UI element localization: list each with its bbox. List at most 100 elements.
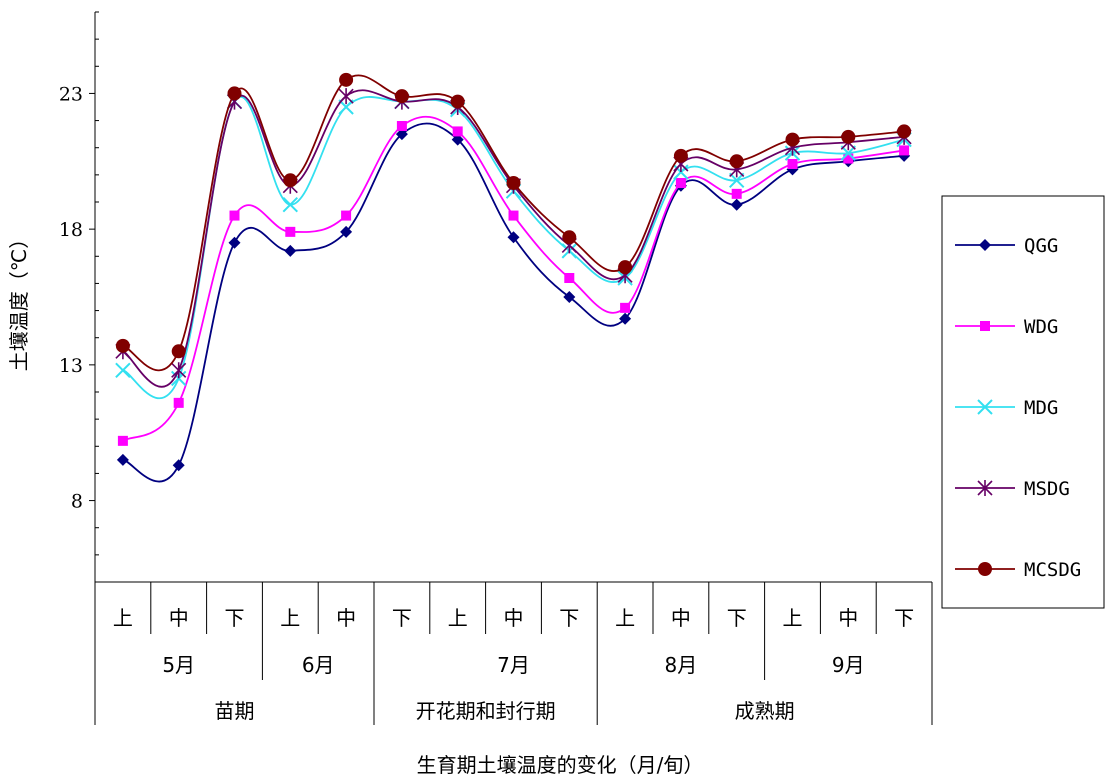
data-point-qgg bbox=[619, 312, 632, 325]
category-label: 上 bbox=[783, 606, 803, 630]
data-point-wdg bbox=[843, 153, 854, 164]
category-label: 上 bbox=[615, 606, 635, 630]
legend-item-msdg: MSDG bbox=[955, 478, 1070, 500]
category-label: 下 bbox=[392, 606, 412, 630]
data-point-mcsdg bbox=[562, 230, 577, 245]
month-label: 8月 bbox=[665, 653, 698, 677]
data-point-wdg bbox=[899, 145, 910, 156]
data-point-wdg bbox=[173, 397, 184, 408]
data-point-mcsdg bbox=[171, 344, 186, 359]
stage-label: 开花期和封行期 bbox=[416, 699, 556, 723]
data-point-mcsdg bbox=[227, 86, 242, 101]
category-label: 下 bbox=[559, 606, 579, 630]
data-point-mcsdg bbox=[897, 124, 912, 139]
data-point-qgg bbox=[507, 231, 520, 244]
series-line-wdg bbox=[122, 115, 905, 442]
legend-label: MCSDG bbox=[1024, 559, 1081, 581]
data-point-wdg bbox=[117, 435, 128, 446]
category-label: 下 bbox=[894, 606, 914, 630]
data-point-qgg bbox=[451, 133, 464, 146]
legend-marker bbox=[980, 321, 990, 331]
data-point-mcsdg bbox=[394, 89, 409, 104]
data-point-wdg bbox=[229, 210, 240, 221]
data-point-wdg bbox=[731, 188, 742, 199]
y-tick-label: 13 bbox=[59, 355, 83, 377]
data-point-mdg bbox=[840, 145, 857, 161]
series-mcsdg bbox=[115, 72, 912, 372]
category-label: 上 bbox=[448, 606, 468, 630]
data-point-qgg bbox=[563, 291, 576, 303]
category-label: 中 bbox=[336, 606, 356, 630]
data-point-mcsdg bbox=[841, 129, 856, 144]
y-tick-label: 23 bbox=[59, 83, 83, 105]
legend: QGG WDG MDG MSDG MCSDG bbox=[941, 195, 1105, 609]
legend-marker bbox=[979, 239, 991, 251]
data-point-mcsdg bbox=[673, 148, 688, 163]
stage-label: 苗期 bbox=[215, 699, 255, 723]
data-point-mcsdg bbox=[450, 94, 465, 109]
series-layer bbox=[115, 72, 912, 483]
series-line-mcsdg bbox=[122, 74, 905, 372]
legend-item-wdg: WDG bbox=[955, 316, 1058, 338]
data-point-wdg bbox=[341, 210, 352, 221]
category-label: 中 bbox=[169, 606, 189, 630]
category-label: 中 bbox=[504, 606, 524, 630]
data-point-mcsdg bbox=[115, 338, 130, 353]
data-point-mcsdg bbox=[506, 176, 521, 190]
legend-item-mcsdg: MCSDG bbox=[955, 559, 1081, 581]
data-point-wdg bbox=[285, 226, 296, 237]
category-label: 上 bbox=[113, 606, 133, 630]
data-point-qgg bbox=[284, 244, 297, 257]
data-point-qgg bbox=[228, 236, 241, 249]
data-point-msdg bbox=[338, 88, 354, 105]
data-point-qgg bbox=[730, 198, 743, 211]
data-point-qgg bbox=[172, 459, 185, 472]
data-point-msdg bbox=[171, 362, 187, 379]
data-point-mcsdg bbox=[785, 132, 800, 147]
y-axis-title: 土壤温度（℃） bbox=[7, 229, 31, 371]
data-point-wdg bbox=[787, 159, 798, 169]
data-point-wdg bbox=[620, 302, 631, 313]
category-label: 下 bbox=[225, 606, 245, 630]
data-point-wdg bbox=[564, 273, 575, 283]
legend-box bbox=[941, 195, 1105, 609]
month-label: 7月 bbox=[497, 653, 530, 677]
data-point-mdg bbox=[170, 370, 187, 387]
category-label: 上 bbox=[280, 606, 300, 630]
data-point-mdg bbox=[728, 172, 745, 188]
y-tick-label: 8 bbox=[71, 491, 83, 513]
legend-marker bbox=[978, 562, 992, 576]
data-point-qgg bbox=[340, 225, 353, 238]
legend-item-mdg: MDG bbox=[955, 397, 1058, 419]
data-point-qgg bbox=[395, 128, 408, 141]
legend-label: MDG bbox=[1024, 397, 1058, 419]
category-label: 下 bbox=[727, 606, 747, 630]
month-label: 5月 bbox=[162, 653, 195, 677]
series-line-qgg bbox=[122, 122, 905, 483]
legend-marker bbox=[977, 399, 993, 415]
data-point-mdg bbox=[673, 164, 689, 180]
legend-label: QGG bbox=[1024, 235, 1058, 257]
category-label: 中 bbox=[671, 606, 691, 630]
category-label: 中 bbox=[838, 606, 858, 630]
legend-label: WDG bbox=[1024, 316, 1058, 338]
legend-item-qgg: QGG bbox=[955, 235, 1058, 257]
data-point-wdg bbox=[508, 210, 519, 221]
series-wdg bbox=[117, 115, 910, 446]
data-point-wdg bbox=[452, 126, 463, 137]
data-point-mcsdg bbox=[618, 260, 633, 275]
data-point-wdg bbox=[396, 121, 407, 131]
legend-label: MSDG bbox=[1024, 478, 1070, 500]
data-point-wdg bbox=[675, 178, 686, 188]
x-axis-title: 生育期土壤温度的变化（月/旬） bbox=[417, 753, 704, 777]
data-point-mcsdg bbox=[283, 173, 298, 188]
data-point-mdg bbox=[115, 362, 131, 378]
data-point-qgg bbox=[116, 453, 129, 466]
month-label: 9月 bbox=[832, 653, 865, 677]
legend-marker bbox=[977, 480, 993, 496]
y-tick-label: 18 bbox=[59, 219, 83, 241]
data-point-mdg bbox=[338, 99, 354, 115]
data-point-mcsdg bbox=[339, 72, 354, 87]
